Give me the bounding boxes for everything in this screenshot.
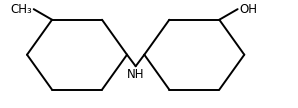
Text: OH: OH: [240, 3, 257, 16]
Text: CH₃: CH₃: [10, 3, 32, 16]
Text: NH: NH: [127, 68, 145, 81]
